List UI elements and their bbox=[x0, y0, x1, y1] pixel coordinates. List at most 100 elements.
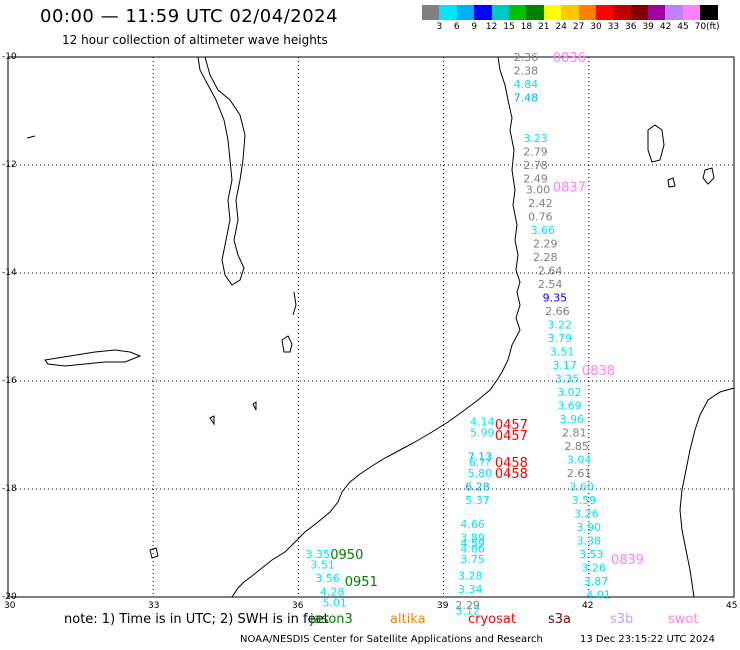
color-swatch bbox=[561, 5, 579, 20]
lat-label: -10 bbox=[2, 52, 17, 62]
lon-label: 36 bbox=[292, 601, 304, 611]
color-swatch bbox=[700, 5, 718, 20]
lon-label: 33 bbox=[148, 601, 160, 611]
legend-s3a: s3a bbox=[548, 612, 572, 627]
pass-time-label: 0457 bbox=[495, 418, 528, 433]
color-swatch bbox=[595, 5, 614, 20]
wave-height-value: 6.28 bbox=[465, 480, 490, 493]
wave-height-value: 3.26 bbox=[581, 561, 606, 574]
wave-height-value: 4.01 bbox=[586, 588, 611, 601]
wave-height-value: 3.51 bbox=[310, 559, 335, 572]
wave-height-value: 9.35 bbox=[543, 291, 568, 304]
color-scale-unit: (ft) bbox=[706, 22, 720, 32]
wave-height-value: 2.42 bbox=[528, 197, 553, 210]
wave-height-value: 3.90 bbox=[577, 521, 602, 534]
pass-time-label: 0951 bbox=[345, 575, 378, 590]
color-scale-label: 45 bbox=[677, 22, 689, 32]
wave-height-value: 4.84 bbox=[514, 78, 539, 91]
lat-label: -18 bbox=[2, 484, 17, 494]
wave-height-value: 3.51 bbox=[550, 345, 575, 358]
color-scale-label: 15 bbox=[503, 22, 515, 32]
color-swatch bbox=[682, 5, 701, 20]
wave-height-value: 3.66 bbox=[531, 224, 556, 237]
wave-height-value: 7.13 bbox=[468, 451, 493, 464]
lat-label: -16 bbox=[2, 376, 17, 386]
lake-chilwa bbox=[281, 335, 293, 353]
page-title: 00:00 — 11:59 UTC 02/04/2024 bbox=[40, 6, 339, 27]
pass-time-label: 0839 bbox=[611, 553, 644, 568]
color-scale-label: 70 bbox=[694, 22, 707, 32]
wave-height-value: 2.64 bbox=[538, 264, 563, 277]
wave-height-value: 3.34 bbox=[458, 583, 483, 596]
wave-height-value: 3.17 bbox=[552, 359, 577, 372]
wave-height-value: 3.60 bbox=[569, 480, 594, 493]
wave-height-value: 3.12 bbox=[456, 605, 481, 618]
lat-label: -12 bbox=[2, 160, 17, 170]
wave-height-value: 2.28 bbox=[533, 251, 558, 264]
wave-height-value: 3.23 bbox=[523, 132, 548, 145]
wave-height-value: 4.06 bbox=[460, 542, 485, 555]
color-scale-label: 3 bbox=[436, 22, 443, 32]
wave-height-value: 3.56 bbox=[315, 572, 340, 585]
wave-height-value: 3.53 bbox=[579, 548, 604, 561]
wave-height-value: 2.78 bbox=[523, 159, 548, 172]
wave-height-value: 3.28 bbox=[458, 569, 483, 582]
page-subtitle: 12 hour collection of altimeter wave hei… bbox=[62, 33, 328, 47]
color-swatch bbox=[422, 5, 440, 20]
color-scale-label: 33 bbox=[607, 22, 620, 32]
map-frame bbox=[7, 56, 735, 598]
pass-time-label: 0458 bbox=[495, 456, 528, 471]
color-swatch bbox=[456, 5, 475, 20]
color-swatch bbox=[491, 5, 509, 20]
wave-height-value: 2.81 bbox=[562, 426, 587, 439]
wave-height-value: 3.96 bbox=[560, 413, 585, 426]
wave-height-value: 5.01 bbox=[322, 596, 347, 609]
wave-height-value: 3.04 bbox=[567, 453, 592, 466]
wave-height-value: 3.38 bbox=[577, 534, 602, 547]
lon-label: 45 bbox=[726, 601, 738, 611]
color-swatch bbox=[648, 5, 666, 20]
color-swatch bbox=[439, 5, 457, 20]
note-text: note: 1) Time is in UTC; 2) SWH is in fe… bbox=[64, 612, 329, 627]
wave-height-value: 4.59 bbox=[460, 537, 485, 550]
wave-height-value: 6.?? bbox=[469, 456, 491, 469]
color-scale-label: 27 bbox=[572, 22, 585, 32]
wave-height-value: 2.49 bbox=[523, 173, 548, 186]
color-scale-label: 30 bbox=[590, 22, 602, 32]
wave-height-value: 5.99 bbox=[470, 426, 495, 439]
color-swatch bbox=[613, 5, 631, 20]
legend-s3b: s3b bbox=[610, 612, 634, 627]
wave-height-value: 3.87 bbox=[584, 575, 609, 588]
lon-label: 39 bbox=[437, 601, 449, 611]
wave-height-value: 3.59 bbox=[572, 494, 597, 507]
timestamp-text: 13 Dec 23:15:22 UTC 2024 bbox=[580, 634, 715, 645]
credit-text: NOAA/NESDIS Center for Satellite Applica… bbox=[240, 634, 543, 645]
wave-height-value: 3.69 bbox=[557, 399, 582, 412]
color-scale-bar bbox=[422, 5, 718, 20]
color-scale-label: 9 bbox=[471, 22, 478, 32]
wave-height-value: 3.22 bbox=[548, 318, 573, 331]
wave-height-value: 2.54 bbox=[538, 278, 563, 291]
color-swatch bbox=[508, 5, 527, 20]
color-scale-label: 24 bbox=[555, 22, 567, 32]
color-swatch bbox=[630, 5, 649, 20]
coastline-mainland bbox=[231, 56, 521, 598]
wave-height-value: 3.35 bbox=[555, 372, 580, 385]
color-swatch bbox=[526, 5, 544, 20]
color-swatch bbox=[578, 5, 596, 20]
wave-height-value: 4.28 bbox=[320, 586, 345, 599]
color-swatch bbox=[543, 5, 562, 20]
graticule bbox=[8, 57, 734, 597]
coastline-madagascar bbox=[679, 387, 735, 598]
island-small bbox=[667, 177, 676, 188]
wave-height-value: 3.00 bbox=[526, 183, 551, 196]
wave-height-value: 5.37 bbox=[465, 494, 490, 507]
color-swatch bbox=[474, 5, 492, 20]
color-swatch bbox=[665, 5, 683, 20]
wave-height-value: 2.79 bbox=[523, 146, 548, 159]
lake-malawi bbox=[197, 56, 246, 286]
legend-cryosat: cryosat bbox=[468, 612, 516, 627]
lat-label: -14 bbox=[2, 268, 17, 278]
legend-swot: swot bbox=[668, 612, 699, 627]
